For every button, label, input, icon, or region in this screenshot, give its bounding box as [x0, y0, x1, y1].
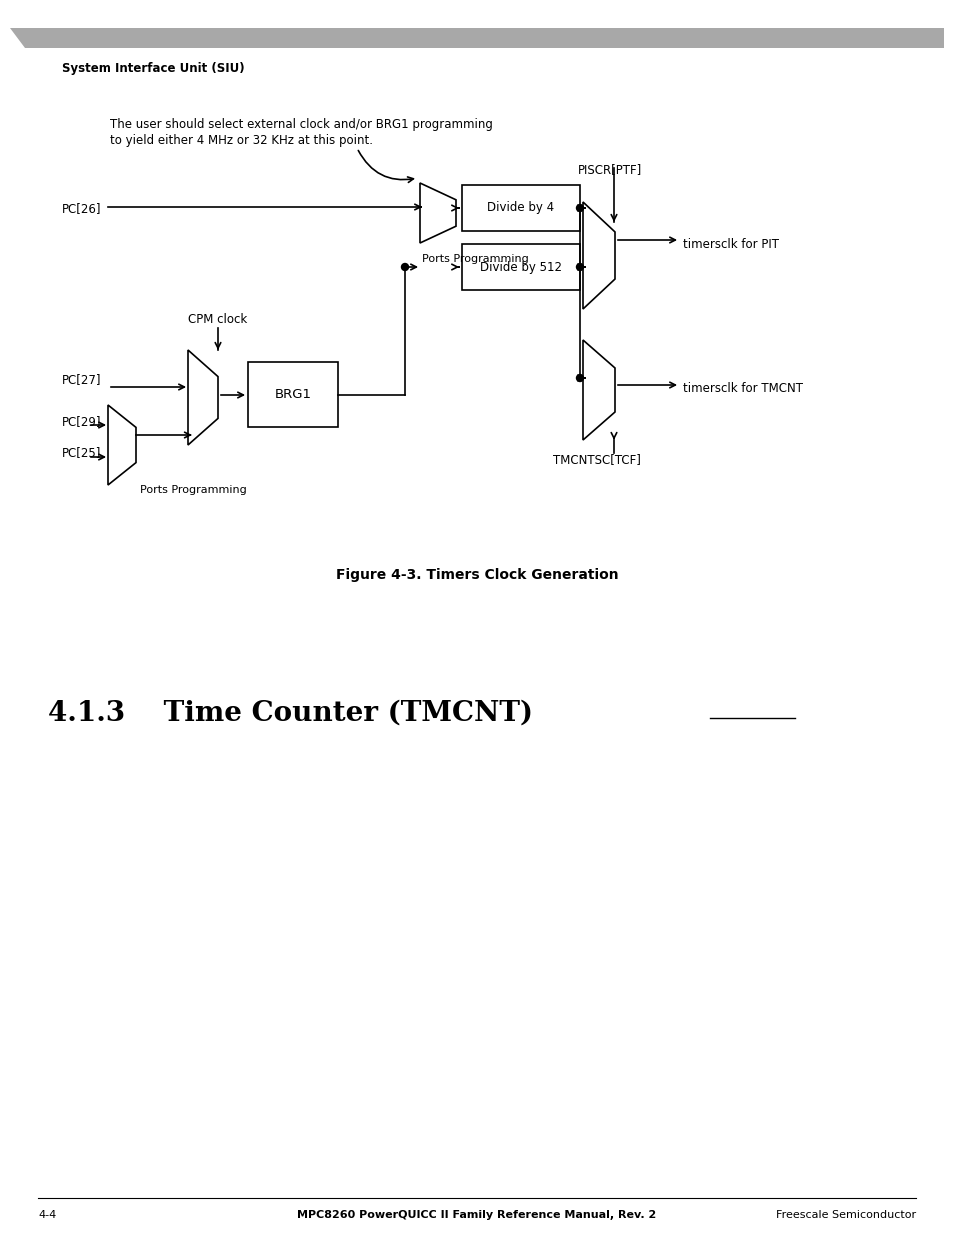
Text: CPM clock: CPM clock — [188, 312, 247, 326]
Text: TMCNTSC[TCF]: TMCNTSC[TCF] — [553, 453, 640, 466]
Text: BRG1: BRG1 — [274, 388, 312, 401]
Text: PC[25]: PC[25] — [62, 447, 101, 459]
Polygon shape — [582, 203, 615, 309]
Text: Divide by 512: Divide by 512 — [479, 261, 561, 273]
Text: PC[27]: PC[27] — [62, 373, 101, 387]
Text: 4-4: 4-4 — [38, 1210, 56, 1220]
Polygon shape — [419, 183, 456, 243]
Text: MPC8260 PowerQUICC II Family Reference Manual, Rev. 2: MPC8260 PowerQUICC II Family Reference M… — [297, 1210, 656, 1220]
Text: Freescale Semiconductor: Freescale Semiconductor — [775, 1210, 915, 1220]
Text: timersclk for PIT: timersclk for PIT — [682, 237, 779, 251]
Circle shape — [576, 205, 583, 211]
Text: PC[26]: PC[26] — [62, 203, 101, 215]
Bar — [248, 362, 337, 427]
FancyArrowPatch shape — [358, 151, 413, 183]
Bar — [461, 185, 579, 231]
Polygon shape — [108, 405, 136, 485]
Text: The user should select external clock and/or BRG1 programming: The user should select external clock an… — [110, 119, 493, 131]
Text: Divide by 4: Divide by 4 — [487, 201, 554, 215]
Text: 4.1.3    Time Counter (TMCNT): 4.1.3 Time Counter (TMCNT) — [48, 700, 533, 727]
Text: to yield either 4 MHz or 32 KHz at this point.: to yield either 4 MHz or 32 KHz at this … — [110, 135, 373, 147]
Polygon shape — [10, 28, 943, 48]
Text: PC[29]: PC[29] — [62, 415, 101, 429]
Polygon shape — [582, 340, 615, 440]
Text: PISCR[PTF]: PISCR[PTF] — [578, 163, 641, 177]
Circle shape — [576, 263, 583, 270]
Text: Ports Programming: Ports Programming — [140, 485, 247, 495]
Circle shape — [576, 374, 583, 382]
Bar — [461, 245, 579, 290]
Circle shape — [401, 263, 408, 270]
Text: Ports Programming: Ports Programming — [421, 254, 528, 264]
Polygon shape — [188, 350, 218, 445]
Text: System Interface Unit (SIU): System Interface Unit (SIU) — [62, 62, 244, 75]
Text: Figure 4-3. Timers Clock Generation: Figure 4-3. Timers Clock Generation — [335, 568, 618, 582]
Text: timersclk for TMCNT: timersclk for TMCNT — [682, 383, 802, 395]
